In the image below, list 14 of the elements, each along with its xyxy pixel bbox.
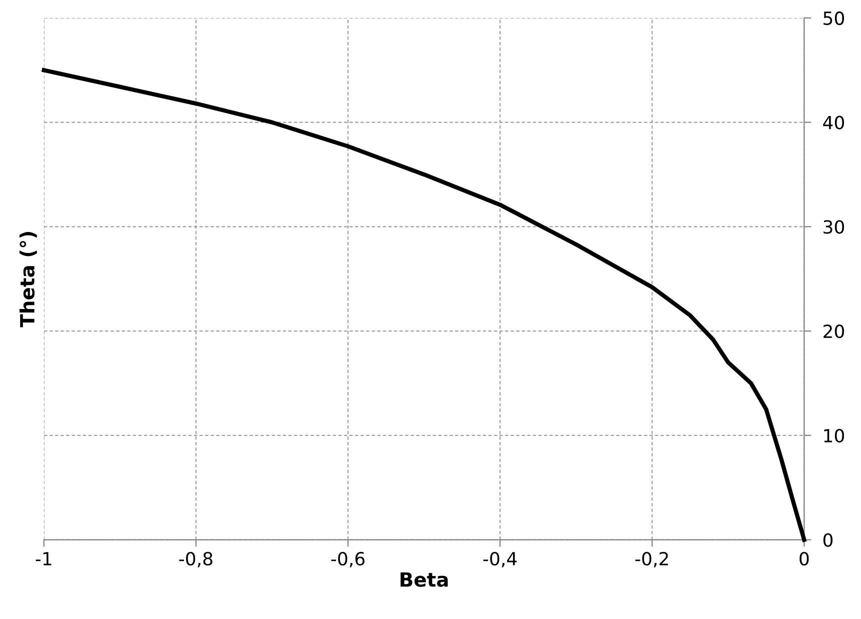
y-tick-label: 30	[824, 220, 844, 234]
x-tick-label: -0,2	[635, 552, 668, 568]
x-tick-label: -0,8	[179, 552, 212, 568]
y-tick-label: 40	[823, 116, 844, 130]
y-tick-label: 0	[823, 533, 833, 547]
y-axis-title: Theta (°)	[20, 232, 37, 328]
x-tick-label: -0,4	[483, 552, 517, 568]
y-tick-label: 20	[824, 324, 844, 338]
x-axis-title: Beta	[400, 572, 448, 587]
x-tick-label: 0	[800, 552, 809, 566]
x-tick-label: -1	[36, 552, 52, 566]
y-tick-label: 50	[824, 11, 844, 26]
y-tick-label: 10	[824, 428, 844, 443]
x-tick-label: -0,6	[331, 552, 364, 568]
